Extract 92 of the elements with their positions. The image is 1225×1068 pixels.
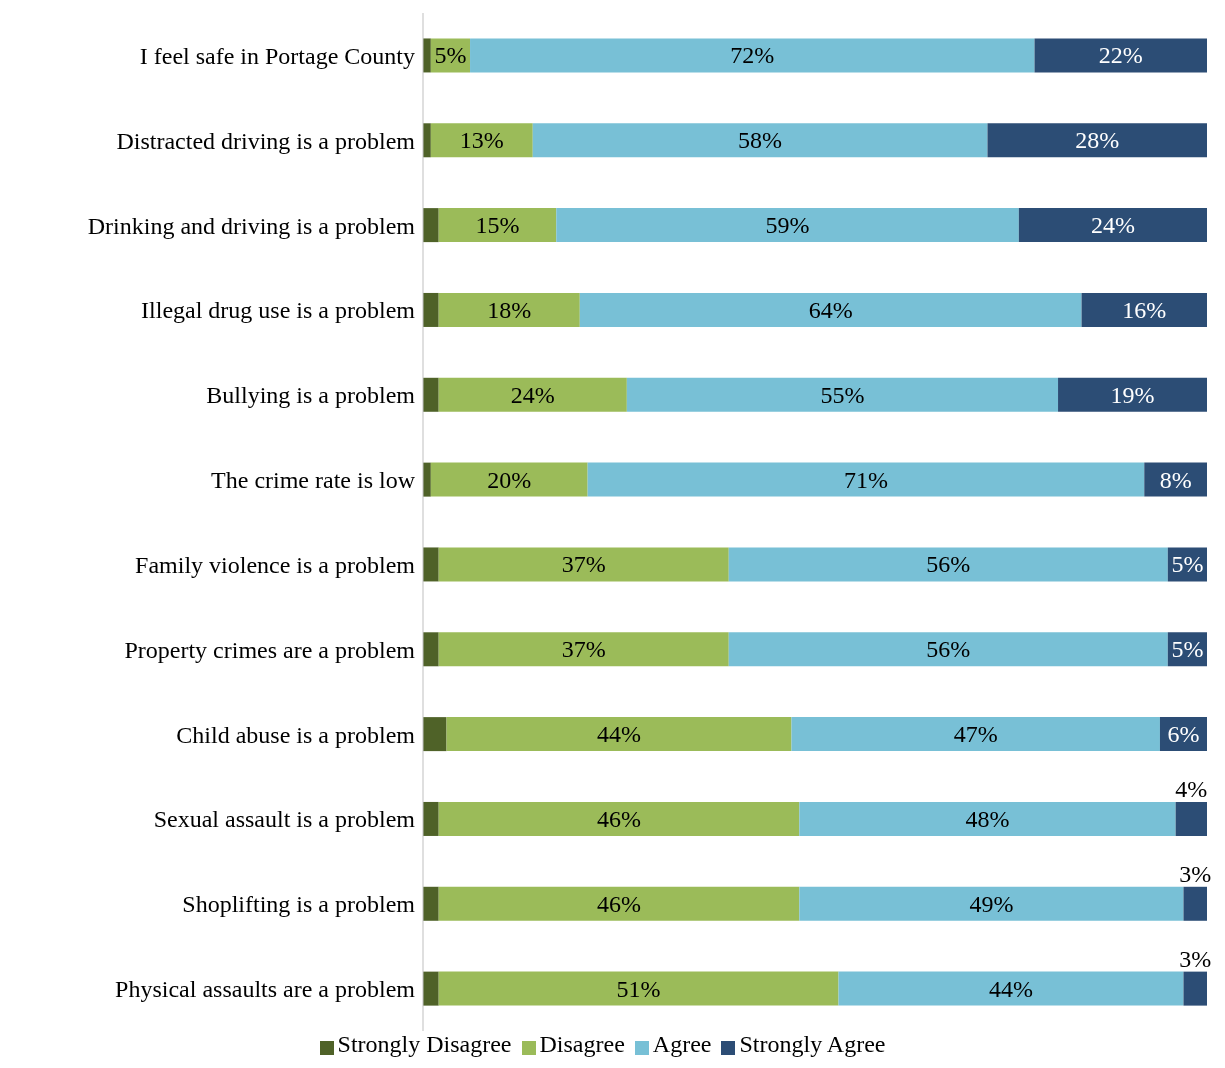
bar xyxy=(532,123,988,158)
bar xyxy=(1183,886,1207,921)
bar xyxy=(430,462,588,497)
data-label: 46% xyxy=(597,805,641,832)
data-label: 15% xyxy=(475,212,520,239)
bar xyxy=(423,208,439,243)
bar xyxy=(1034,38,1207,73)
data-label: 56% xyxy=(926,551,971,578)
data-label: 58% xyxy=(738,127,783,154)
bar xyxy=(438,801,800,836)
bar xyxy=(556,208,1019,243)
legend-label: Strongly Disagree xyxy=(337,1031,512,1057)
bar xyxy=(446,717,792,752)
data-label: 19% xyxy=(1110,381,1155,408)
bar xyxy=(470,38,1035,73)
y-tick-label: The crime rate is low xyxy=(211,467,416,494)
data-label: 5% xyxy=(434,42,467,69)
data-label: 16% xyxy=(1122,296,1167,323)
bar xyxy=(423,632,439,667)
y-tick-label: Distracted driving is a problem xyxy=(116,127,416,154)
data-label: 47% xyxy=(953,721,998,748)
y-tick-label: Drinking and driving is a problem xyxy=(87,212,416,239)
bar xyxy=(438,377,627,412)
bar xyxy=(438,971,839,1006)
data-label: 49% xyxy=(969,890,1014,917)
bar xyxy=(1081,292,1207,327)
y-tick-label: I feel safe in Portage County xyxy=(139,42,415,69)
data-label: 37% xyxy=(561,551,606,578)
data-label: 24% xyxy=(510,381,555,408)
bar xyxy=(423,292,439,327)
data-label: 22% xyxy=(1098,42,1143,69)
data-label: 56% xyxy=(926,636,971,663)
bar xyxy=(838,971,1184,1006)
y-tick-label: Sexual assault is a problem xyxy=(153,806,416,833)
data-label: 8% xyxy=(1159,466,1192,493)
bar xyxy=(1018,208,1207,243)
bar xyxy=(423,971,439,1006)
data-label: 59% xyxy=(765,212,810,239)
bar xyxy=(987,123,1207,158)
data-label: 44% xyxy=(597,721,641,748)
data-label: 28% xyxy=(1075,127,1120,154)
bar xyxy=(423,886,439,921)
data-label: 20% xyxy=(487,466,532,493)
data-label: 3% xyxy=(1179,860,1212,887)
data-label: 51% xyxy=(616,975,661,1002)
bar xyxy=(728,547,1168,582)
bar xyxy=(1058,377,1207,412)
y-tick-label: Bullying is a problem xyxy=(206,382,416,409)
bar xyxy=(626,377,1059,412)
data-label: 3% xyxy=(1179,945,1212,972)
data-label: 4% xyxy=(1175,775,1208,802)
bar xyxy=(587,462,1145,497)
data-label: 48% xyxy=(965,805,1010,832)
y-tick-label: Family violence is a problem xyxy=(135,551,416,578)
data-label: 13% xyxy=(459,127,504,154)
data-label: 55% xyxy=(820,381,865,408)
y-tick-label: Illegal drug use is a problem xyxy=(141,297,416,324)
bar xyxy=(1183,971,1207,1006)
data-label: 6% xyxy=(1167,721,1200,748)
data-label: 44% xyxy=(989,975,1033,1002)
bar xyxy=(430,123,533,158)
data-label: 71% xyxy=(843,466,888,493)
bar xyxy=(579,292,1082,327)
bar xyxy=(438,632,729,667)
y-tick-label: Child abuse is a problem xyxy=(176,721,416,748)
legend-label: Agree xyxy=(652,1031,712,1057)
legend-label: Disagree xyxy=(539,1031,625,1057)
bar xyxy=(438,886,800,921)
y-tick-label: Shoplifting is a problem xyxy=(182,891,416,918)
bar xyxy=(1175,801,1207,836)
bar xyxy=(438,547,729,582)
bar xyxy=(799,801,1176,836)
data-label: 46% xyxy=(597,890,641,917)
bar xyxy=(423,547,439,582)
bar xyxy=(728,632,1168,667)
bar xyxy=(438,208,557,243)
y-tick-label: Property crimes are a problem xyxy=(124,636,416,663)
bar xyxy=(423,801,439,836)
bar xyxy=(438,292,580,327)
data-label: 37% xyxy=(561,636,606,663)
bar xyxy=(799,886,1184,921)
legend-label: Strongly Agree xyxy=(739,1031,886,1057)
data-label: 24% xyxy=(1090,212,1135,239)
data-label: 64% xyxy=(808,296,853,323)
data-label: 5% xyxy=(1171,636,1204,663)
data-label: 5% xyxy=(1171,551,1204,578)
data-label: 18% xyxy=(487,296,532,323)
bar xyxy=(423,717,447,752)
y-tick-label: Physical assaults are a problem xyxy=(115,976,416,1003)
data-label: 72% xyxy=(730,42,775,69)
bar xyxy=(791,717,1160,752)
bar xyxy=(423,377,439,412)
